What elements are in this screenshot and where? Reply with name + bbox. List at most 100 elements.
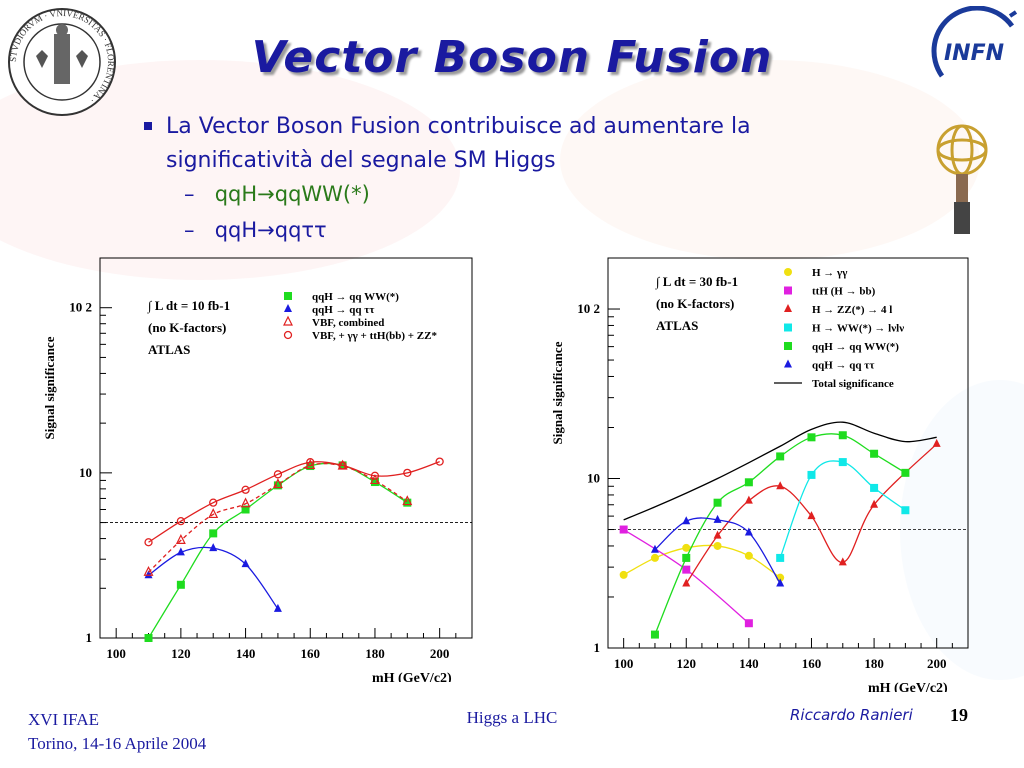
y-tick-label: 1 xyxy=(594,640,601,655)
data-point xyxy=(682,578,691,587)
data-point xyxy=(744,495,753,504)
data-point xyxy=(713,530,722,539)
x-axis: 100 120 140 160 180 200 xyxy=(614,638,953,671)
legend-label: qqH → qq WW(*) xyxy=(812,341,899,353)
data-point xyxy=(144,538,153,547)
series-3 xyxy=(682,438,941,587)
data-point xyxy=(272,478,283,489)
data-point xyxy=(784,323,792,332)
series-7 xyxy=(623,421,937,521)
data-point xyxy=(403,498,412,507)
legend-label: Total significance xyxy=(812,378,894,390)
legend-label: qqH → qq ττ xyxy=(812,360,874,372)
annotation-text: ATLAS xyxy=(656,318,698,333)
data-point xyxy=(682,516,691,525)
data-point xyxy=(650,544,659,553)
series-4 xyxy=(144,457,444,547)
data-point xyxy=(402,495,413,506)
sub-bullet-2-text: qqH→qqττ xyxy=(214,218,327,242)
data-point xyxy=(305,459,316,469)
data-point xyxy=(370,478,379,487)
footer-conference: XVI IFAE Torino, 14-16 Aprile 2004 xyxy=(28,708,206,756)
x-tick-label: 200 xyxy=(430,646,450,661)
series-line xyxy=(148,460,440,543)
annotation-text: ∫ L dt = 30 fb-1 xyxy=(655,274,738,290)
slide-title: Vector Boson Fusion xyxy=(251,32,773,83)
data-point xyxy=(901,468,910,477)
data-point xyxy=(176,547,185,556)
x-tick-label: 200 xyxy=(927,656,947,671)
data-point xyxy=(284,304,292,312)
plot-frame xyxy=(607,257,969,649)
data-point xyxy=(403,468,412,478)
data-point xyxy=(241,505,250,514)
series-2 xyxy=(619,525,753,628)
data-point xyxy=(838,557,847,566)
legend-label: H → ZZ(*) → 4 l xyxy=(812,304,892,316)
data-point xyxy=(713,498,722,507)
legend-label: VBF, + γγ + ttH(bb) + ZZ* xyxy=(312,330,437,342)
dash-icon: – xyxy=(184,182,195,206)
data-point xyxy=(283,330,293,340)
series-1 xyxy=(144,461,412,642)
bullet-square-icon xyxy=(144,122,152,130)
data-point xyxy=(175,534,186,544)
y-tick-label: 1 xyxy=(86,630,93,645)
data-point xyxy=(838,431,847,440)
data-point xyxy=(744,478,753,487)
data-point xyxy=(713,514,722,523)
x-tick-label: 160 xyxy=(301,646,321,661)
data-point xyxy=(435,457,444,466)
data-point xyxy=(144,570,153,579)
y-tick-label: 10 xyxy=(587,471,600,486)
legend-label: H → γγ xyxy=(812,267,847,279)
data-point xyxy=(776,481,785,490)
series-line xyxy=(779,460,906,559)
sub-bullet-2: – qqH→qqττ xyxy=(184,218,327,242)
data-point xyxy=(807,470,816,479)
annotations: ∫ L dt = 10 fb-1 (no K-factors) ATLAS xyxy=(147,298,230,357)
series-4 xyxy=(776,458,910,562)
y-axis: 1 10 10 2 xyxy=(69,257,112,645)
series-line xyxy=(148,546,279,610)
data-point xyxy=(682,543,691,552)
footer-author: Riccardo Ranieri xyxy=(790,706,913,724)
x-axis-label: mH (GeV/c2) xyxy=(372,671,452,682)
legend-label: qqH → qq WW(*) xyxy=(312,291,399,303)
data-point xyxy=(870,449,879,458)
series-5 xyxy=(650,431,910,639)
infn-logo-icon: INFN xyxy=(931,6,1018,78)
y-axis: 1 10 10 2 xyxy=(577,257,620,655)
x-tick-label: 100 xyxy=(614,656,634,671)
legend: H → γγ ttH (H → bb) H → ZZ(*) → 4 l H → WW(… xyxy=(774,267,904,390)
data-point xyxy=(209,529,218,538)
data-point xyxy=(932,438,941,447)
annotation-text: (no K-factors) xyxy=(148,320,226,335)
data-point xyxy=(241,485,250,494)
x-tick-label: 180 xyxy=(365,646,385,661)
data-point xyxy=(870,483,879,492)
data-point xyxy=(807,433,816,442)
data-point xyxy=(901,506,910,515)
data-point xyxy=(338,461,347,470)
annotation-text: ATLAS xyxy=(148,342,190,357)
annotation-text: (no K-factors) xyxy=(656,296,734,311)
data-point xyxy=(273,470,283,479)
data-point xyxy=(650,553,659,562)
data-point xyxy=(208,508,219,519)
data-point xyxy=(209,498,218,507)
chart-left: 100 120 140 160 180 200 1 10 10 2 Signal signific… xyxy=(42,257,473,682)
series-line xyxy=(623,421,937,521)
dash-icon: – xyxy=(184,218,195,242)
data-point xyxy=(619,525,628,534)
x-tick-label: 120 xyxy=(677,656,697,671)
y-tick-label: 10 2 xyxy=(577,301,600,316)
series-1 xyxy=(619,541,785,582)
data-point xyxy=(240,497,251,508)
series-line xyxy=(148,462,408,573)
legend-label: ttH (H → bb) xyxy=(812,286,876,298)
data-point xyxy=(784,359,792,368)
y-axis-label: Signal significance xyxy=(550,341,565,444)
annotations: ∫ L dt = 30 fb-1 (no K-factors) ATLAS xyxy=(655,274,738,333)
data-point xyxy=(273,603,282,612)
